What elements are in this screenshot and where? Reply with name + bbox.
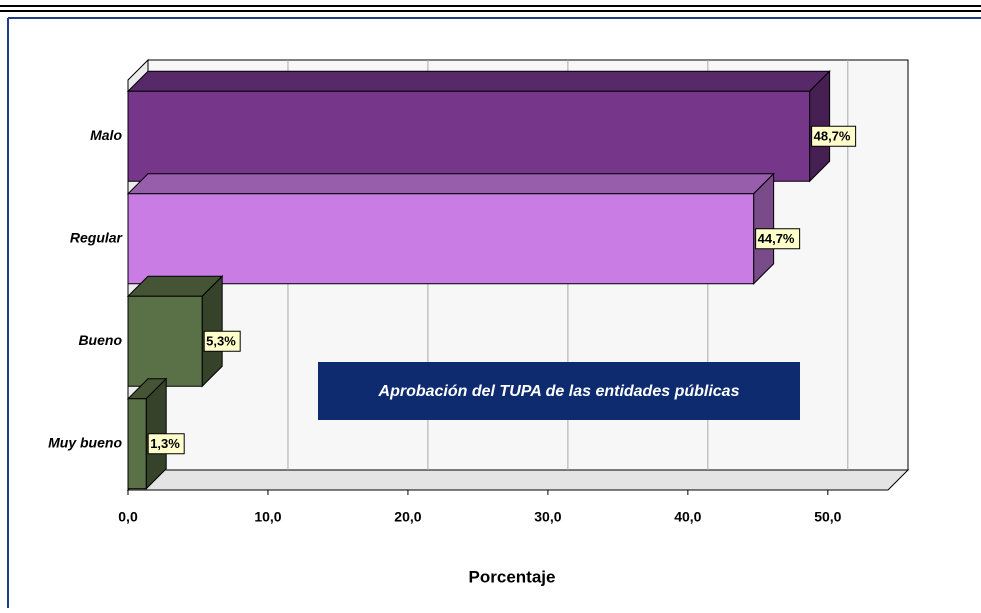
y-tick-label: Malo (90, 127, 122, 143)
data-label: 1,3% (150, 436, 180, 451)
data-label: 48,7% (814, 129, 851, 144)
x-tick-label: 0,0 (118, 509, 138, 525)
bar-top (126, 70, 831, 92)
annotation-box (318, 362, 800, 420)
data-label-box (203, 330, 241, 352)
data-label-box (811, 125, 857, 147)
bar (127, 398, 147, 490)
x-tick-label: 20,0 (394, 509, 421, 525)
annotation: Aprobación del TUPA de las entidades púb… (378, 383, 740, 400)
data-label-box (147, 433, 185, 455)
y-tick-label: Regular (70, 229, 124, 245)
data-label-box (755, 228, 801, 250)
bar-top (126, 173, 775, 195)
floor (126, 469, 910, 491)
x-tick-label: 40,0 (674, 509, 701, 525)
y-tick-label: Bueno (78, 332, 122, 348)
x-tick-label: 30,0 (534, 509, 561, 525)
y-tick-label: Muy bueno (48, 434, 122, 450)
bar (127, 90, 811, 182)
x-axis-label: Porcentaje (469, 567, 556, 586)
bar (127, 295, 203, 387)
x-tick-label: 10,0 (254, 509, 281, 525)
bar (127, 193, 755, 285)
data-label: 44,7% (758, 231, 795, 246)
x-tick-label: 50,0 (814, 509, 841, 525)
data-label: 5,3% (206, 334, 236, 349)
